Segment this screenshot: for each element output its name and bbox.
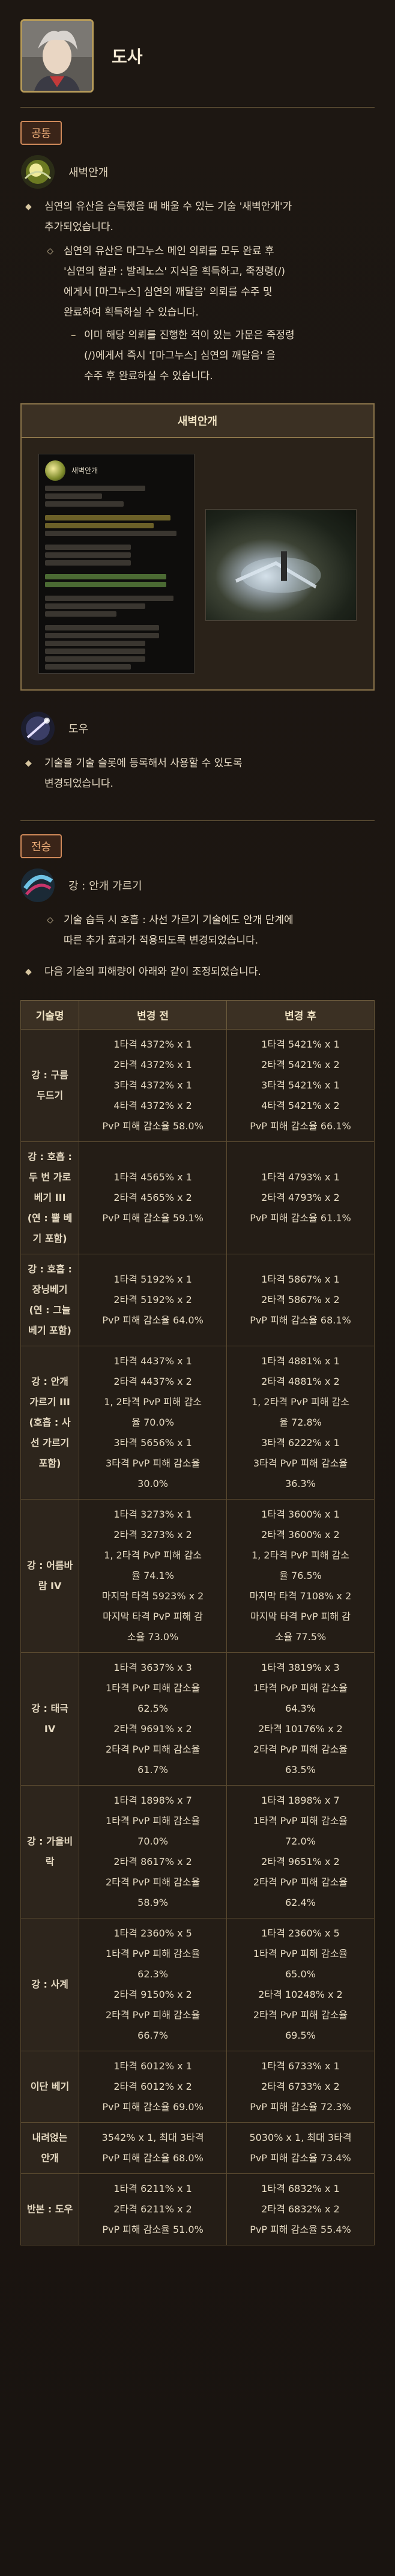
table-row: 강 : 호흡 : 장닝베기 (연 : 그늘 베기 포함) 1타격 5192% x… [20,1254,375,1346]
before-cell: 1타격 1898% x 7 1타격 PvP 피해 감소율 70.0% 2타격 8… [79,1785,228,1918]
table-row: 강 : 어름바 람 IV 1타격 3273% x 1 2타격 3273% x 2… [20,1499,375,1653]
skill-name-cell: 강 : 호흡 : 두 번 가로 베기 III (연 : 뿔 베 기 포함) [20,1141,80,1254]
fog-cut-skill-icon [20,868,55,903]
after-cell: 5030% x 1, 최대 3타격 PvP 피해 감소율 73.4% [226,2122,375,2174]
before-cell: 3542% x 1, 최대 3타격 PvP 피해 감소율 68.0% [79,2122,228,2174]
table-row: 강 : 가을비 락 1타격 1898% x 7 1타격 PvP 피해 감소율 7… [20,1785,375,1918]
tooltip-header: 새벽안개 [45,460,188,481]
tooltip-skill-icon [45,460,65,481]
table-row: 내려얹는 안개 3542% x 1, 최대 3타격 PvP 피해 감소율 68.… [20,2122,375,2174]
column-header-after: 변경 후 [226,1000,375,1030]
jeonseung-sub-bullet: 기술 습득 시 호흡 : 사선 가르기 기술에도 안개 단계에 따른 추가 효과… [20,910,375,951]
table-row: 강 : 태극 IV 1타격 3637% x 3 1타격 PvP 피해 감소율 6… [20,1652,375,1786]
after-cell: 1타격 3819% x 3 1타격 PvP 피해 감소율 64.3% 2타격 1… [226,1652,375,1786]
skill-name-cell: 내려얹는 안개 [20,2122,80,2174]
skill-name: 새벽안개 [68,166,109,179]
class-title: 도사 [112,47,143,67]
skill-name-cell: 강 : 사계 [20,1918,80,2051]
skill-screenshot [205,454,357,674]
skill-row-dawn-fog: 새벽안개 [20,154,375,189]
before-cell: 1타격 6211% x 1 2타격 6211% x 2 PvP 피해 감소율 5… [79,2173,228,2245]
table-row: 이단 베기 1타격 6012% x 1 2타격 6012% x 2 PvP 피해… [20,2051,375,2123]
skill-name-cell: 반본 : 도우 [20,2173,80,2245]
skill-name-cell: 강 : 가을비 락 [20,1785,80,1918]
before-cell: 1타격 4372% x 1 2타격 4372% x 1 3타격 4372% x … [79,1029,228,1142]
after-cell: 1타격 1898% x 7 1타격 PvP 피해 감소율 72.0% 2타격 9… [226,1785,375,1918]
before-cell: 1타격 6012% x 1 2타격 6012% x 2 PvP 피해 감소율 6… [79,2051,228,2123]
skill-name-cell: 이단 베기 [20,2051,80,2123]
skill-preview-box: 새벽안개 새벽안개 [20,403,375,691]
before-cell: 1타격 4565% x 1 2타격 4565% x 2 PvP 피해 감소율 5… [79,1141,228,1254]
column-header-skill: 기술명 [20,1000,80,1030]
after-cell: 1타격 6832% x 1 2타격 6832% x 2 PvP 피해 감소율 5… [226,2173,375,2245]
table-row: 강 : 안개 가르기 III (호흡 : 사 선 가르기 포함) 1타격 443… [20,1346,375,1500]
damage-change-table: 기술명 변경 전 변경 후 강 : 구름 두드기 1타격 4372% x 1 2… [20,1000,375,2245]
dou-bullet-1: 기술을 기술 슬롯에 등록해서 사용할 수 있도록 변경되었습니다. [20,753,375,794]
before-cell: 1타격 3637% x 3 1타격 PvP 피해 감소율 62.5% 2타격 9… [79,1652,228,1786]
table-row: 반본 : 도우 1타격 6211% x 1 2타격 6211% x 2 PvP … [20,2173,375,2245]
skill-name: 도우 [68,723,89,736]
common-bullet-3: 이미 해당 의뢰를 진행한 적이 있는 가문은 죽정령 (/)에게서 즉시 '[… [20,325,375,386]
after-cell: 1타격 6733% x 1 2타격 6733% x 2 PvP 피해 감소율 7… [226,2051,375,2123]
preview-body: 새벽안개 [22,438,373,689]
after-cell: 1타격 4793% x 1 2타격 4793% x 2 PvP 피해 감소율 6… [226,1141,375,1254]
table-row: 강 : 구름 두드기 1타격 4372% x 1 2타격 4372% x 1 3… [20,1029,375,1142]
skill-row-fog-cut: 강 : 안개 가르기 [20,868,375,903]
tooltip-skill-name: 새벽안개 [71,466,98,475]
common-bullet-2: 심연의 유산은 마그누스 메인 의뢰를 모두 완료 후 '심연의 혈관 : 발레… [20,241,375,323]
common-bullets: 심연의 유산을 습득했을 때 배울 수 있는 기술 '새벽안개'가 추가되었습니… [20,197,375,386]
table-row: 강 : 호흡 : 두 번 가로 베기 III (연 : 뿔 베 기 포함) 1타… [20,1141,375,1254]
character-portrait-image [22,21,92,91]
before-cell: 1타격 3273% x 1 2타격 3273% x 2 1, 2타격 PvP 피… [79,1499,228,1653]
common-bullet-1: 심연의 유산을 습득했을 때 배울 수 있는 기술 '새벽안개'가 추가되었습니… [20,197,375,237]
dou-skill-icon [20,711,55,746]
before-cell: 1타격 2360% x 5 1타격 PvP 피해 감소율 62.3% 2타격 9… [79,1918,228,2051]
before-cell: 1타격 5192% x 1 2타격 5192% x 2 PvP 피해 감소율 6… [79,1254,228,1346]
skill-name-cell: 강 : 구름 두드기 [20,1029,80,1142]
character-portrait [20,19,94,93]
after-cell: 1타격 5421% x 1 2타격 5421% x 2 3타격 5421% x … [226,1029,375,1142]
skill-name-cell: 강 : 어름바 람 IV [20,1499,80,1653]
after-cell: 1타격 5867% x 1 2타격 5867% x 2 PvP 피해 감소율 6… [226,1254,375,1346]
after-cell: 1타격 4881% x 1 2타격 4881% x 2 1, 2타격 PvP 피… [226,1346,375,1500]
table-row: 강 : 사계 1타격 2360% x 5 1타격 PvP 피해 감소율 62.3… [20,1918,375,2051]
jeonseung-bullets: 기술 습득 시 호흡 : 사선 가르기 기술에도 안개 단계에 따른 추가 효과… [20,910,375,982]
after-cell: 1타격 3600% x 1 2타격 3600% x 2 1, 2타격 PvP 피… [226,1499,375,1653]
jeonseung-bullet: 다음 기술의 피해량이 아래와 같이 조정되었습니다. [20,962,375,982]
table-header-row: 기술명 변경 전 변경 후 [20,1000,375,1030]
class-header: 도사 [20,14,375,97]
common-tag: 공통 [20,121,62,145]
preview-title: 새벽안개 [22,404,373,438]
jeonseung-tag: 전승 [20,834,62,858]
skill-row-dou: 도우 [20,711,375,746]
dou-bullets: 기술을 기술 슬롯에 등록해서 사용할 수 있도록 변경되었습니다. [20,753,375,794]
section-divider [20,107,375,108]
skill-tooltip-image: 새벽안개 [38,454,194,674]
skill-name-cell: 강 : 태극 IV [20,1652,80,1786]
before-cell: 1타격 4437% x 1 2타격 4437% x 2 1, 2타격 PvP 피… [79,1346,228,1500]
dawn-fog-skill-icon [20,154,55,189]
skill-name-cell: 강 : 안개 가르기 III (호흡 : 사 선 가르기 포함) [20,1346,80,1500]
skill-name-cell: 강 : 호흡 : 장닝베기 (연 : 그늘 베기 포함) [20,1254,80,1346]
skill-screenshot-image [205,509,357,621]
after-cell: 1타격 2360% x 5 1타격 PvP 피해 감소율 65.0% 2타격 1… [226,1918,375,2051]
section-divider [20,820,375,821]
skill-name: 강 : 안개 가르기 [68,880,142,893]
column-header-before: 변경 전 [79,1000,228,1030]
